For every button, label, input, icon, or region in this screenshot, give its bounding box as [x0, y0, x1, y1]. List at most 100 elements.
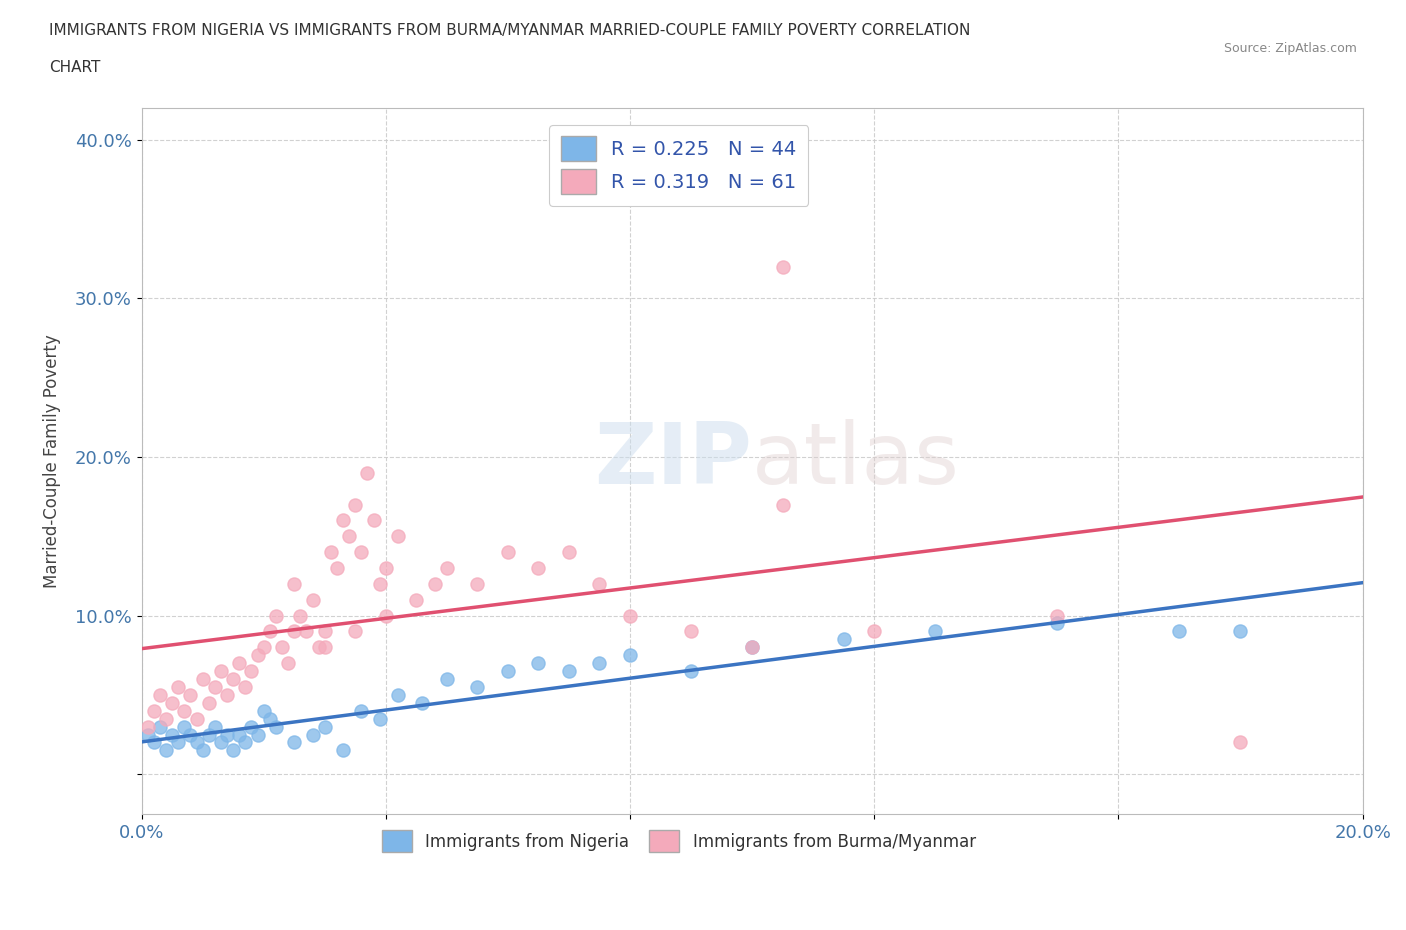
Point [155, 743, 177, 758]
Point [253, 640, 276, 655]
Point [1229, 735, 1251, 750]
Point [368, 711, 391, 726]
Point [264, 719, 287, 734]
Point [142, 703, 165, 718]
Point [136, 727, 159, 742]
Point [741, 640, 763, 655]
Point [222, 743, 245, 758]
Point [301, 592, 323, 607]
Legend: Immigrants from Nigeria, Immigrants from Burma/Myanmar: Immigrants from Nigeria, Immigrants from… [375, 824, 983, 858]
Point [588, 577, 610, 591]
Point [283, 624, 305, 639]
Point [259, 624, 281, 639]
Point [149, 719, 172, 734]
Point [253, 703, 276, 718]
Text: ZIP: ZIP [595, 419, 752, 502]
Point [222, 671, 245, 686]
Point [558, 664, 581, 679]
Point [308, 640, 330, 655]
Point [301, 727, 323, 742]
Point [149, 687, 172, 702]
Point [772, 498, 794, 512]
Point [259, 711, 281, 726]
Point [295, 624, 318, 639]
Point [186, 711, 208, 726]
Point [1168, 624, 1191, 639]
Point [235, 735, 257, 750]
Point [423, 577, 446, 591]
Point [1046, 616, 1069, 631]
Point [368, 577, 391, 591]
Point [405, 592, 427, 607]
Point [679, 664, 702, 679]
Point [167, 735, 190, 750]
Point [204, 719, 226, 734]
Point [167, 680, 190, 695]
Point [246, 648, 269, 663]
Point [217, 727, 239, 742]
Point [344, 624, 367, 639]
Point [332, 513, 354, 528]
Point [228, 656, 250, 671]
Point [217, 687, 239, 702]
Point [277, 656, 299, 671]
Point [363, 513, 385, 528]
Point [314, 719, 336, 734]
Point [235, 680, 257, 695]
Y-axis label: Married-Couple Family Poverty: Married-Couple Family Poverty [44, 334, 60, 588]
Text: atlas: atlas [752, 419, 960, 502]
Point [411, 696, 433, 711]
Point [271, 640, 294, 655]
Point [204, 680, 226, 695]
Point [314, 640, 336, 655]
Point [179, 687, 201, 702]
Point [387, 529, 409, 544]
Point [350, 545, 373, 560]
Point [142, 735, 165, 750]
Point [179, 727, 201, 742]
Point [558, 545, 581, 560]
Point [314, 624, 336, 639]
Point [374, 608, 396, 623]
Point [319, 545, 342, 560]
Point [679, 624, 702, 639]
Point [436, 561, 458, 576]
Point [467, 577, 489, 591]
Point [924, 624, 946, 639]
Point [619, 608, 641, 623]
Point [527, 656, 550, 671]
Point [350, 703, 373, 718]
Point [264, 608, 287, 623]
Point [588, 656, 610, 671]
Point [191, 743, 214, 758]
Point [332, 743, 354, 758]
Point [772, 259, 794, 274]
Point [240, 719, 263, 734]
Point [173, 719, 195, 734]
Point [283, 577, 305, 591]
Point [136, 719, 159, 734]
Point [863, 624, 886, 639]
Point [160, 696, 183, 711]
Point [191, 671, 214, 686]
Point [496, 545, 519, 560]
Point [246, 727, 269, 742]
Point [1046, 608, 1069, 623]
Point [741, 640, 763, 655]
Point [527, 561, 550, 576]
Point [387, 687, 409, 702]
Point [209, 735, 232, 750]
Point [209, 664, 232, 679]
Text: IMMIGRANTS FROM NIGERIA VS IMMIGRANTS FROM BURMA/MYANMAR MARRIED-COUPLE FAMILY P: IMMIGRANTS FROM NIGERIA VS IMMIGRANTS FR… [49, 23, 970, 38]
Point [197, 727, 219, 742]
Point [240, 664, 263, 679]
Point [228, 727, 250, 742]
Point [290, 608, 312, 623]
Point [356, 465, 378, 480]
Point [496, 664, 519, 679]
Point [344, 498, 367, 512]
Point [337, 529, 360, 544]
Point [436, 671, 458, 686]
Point [173, 703, 195, 718]
Point [832, 631, 855, 646]
